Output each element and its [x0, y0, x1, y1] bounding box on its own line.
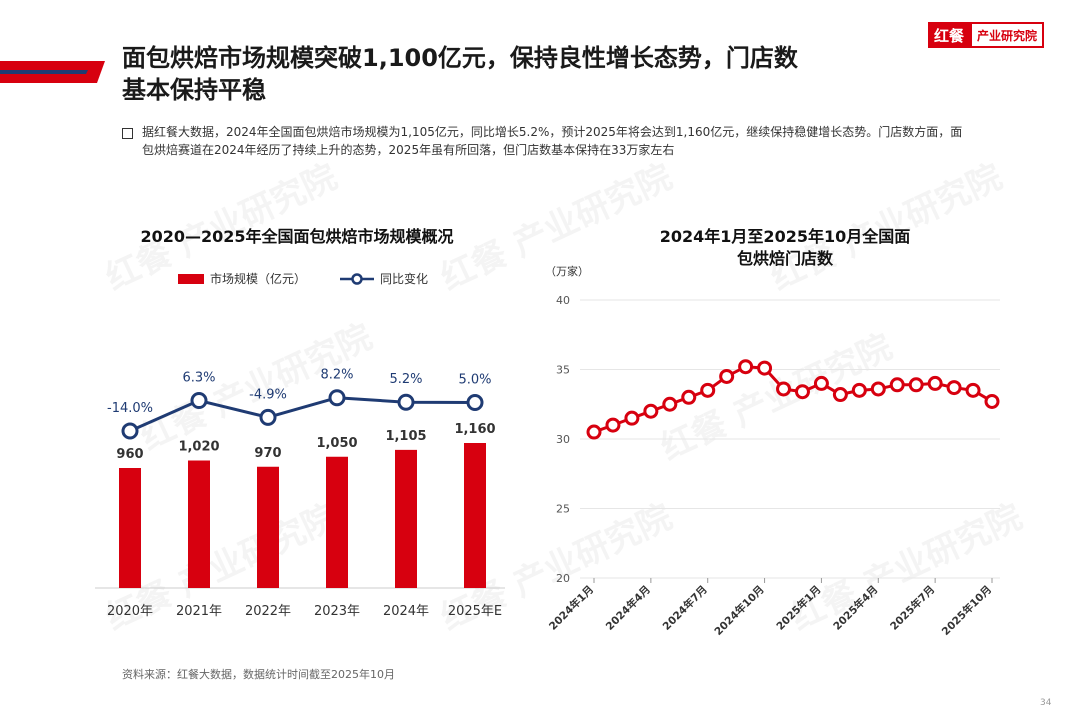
page-title-line1: 面包烘焙市场规模突破1,100亿元，保持良性增长态势，门店数: [122, 44, 798, 72]
legend-bar-swatch: [178, 273, 204, 284]
yoy-point: [328, 389, 346, 407]
x-tick-label: 2023年: [314, 604, 360, 619]
x-tick-label: 2020年: [107, 604, 153, 619]
store-count-point: [738, 359, 754, 375]
yoy-point: [397, 393, 415, 411]
chart-title-store-count-line2: 包烘焙门店数: [736, 249, 833, 268]
store-count-point: [832, 387, 848, 403]
x-tick-label: 2025年1月: [774, 583, 824, 633]
yoy-value-label: 6.3%: [182, 371, 215, 386]
bullet-square-icon: [122, 128, 133, 139]
yoy-point: [466, 394, 484, 411]
x-tick-label: 2024年1月: [546, 583, 596, 633]
store-count-point: [908, 377, 924, 393]
store-count-point: [965, 382, 981, 398]
store-count-line: [593, 365, 993, 434]
brand-logo: 红餐 产业研究院: [928, 22, 1045, 48]
bar: [188, 460, 210, 588]
y-tick-label: 25: [556, 503, 570, 516]
bar-value-label: 1,160: [454, 422, 495, 437]
bar-value-label: 970: [254, 446, 281, 461]
logo-institute-text: 产业研究院: [970, 22, 1045, 48]
y-axis-unit-label: （万家）: [545, 265, 589, 278]
store-count-point: [984, 393, 1000, 409]
page-number: 34: [1040, 698, 1052, 708]
x-tick-label: 2024年10月: [712, 583, 767, 638]
y-tick-label: 40: [556, 294, 570, 307]
store-count-point: [700, 382, 716, 398]
chart-title-market-size: 2020—2025年全国面包烘焙市场规模概况: [140, 227, 454, 246]
y-tick-label: 35: [556, 364, 570, 377]
x-tick-label: 2024年: [383, 604, 429, 619]
store-count-point: [586, 424, 602, 440]
chart-title-store-count: 2024年1月至2025年10月全国面 包烘焙门店数: [595, 226, 975, 270]
page-title-line2: 基本保持平稳: [122, 76, 266, 104]
y-tick-label: 20: [556, 572, 570, 585]
bar-value-label: 1,050: [316, 436, 357, 451]
yoy-value-label: 5.2%: [389, 372, 422, 387]
store-count-point: [813, 375, 829, 391]
bar: [395, 449, 417, 588]
store-count-point: [794, 384, 810, 400]
x-tick-label: 2025年E: [448, 604, 502, 619]
store-count-point: [605, 417, 621, 433]
store-count-point: [719, 368, 735, 384]
yoy-value-label: -4.9%: [249, 387, 287, 402]
chart-title-store-count-line1: 2024年1月至2025年10月全国面: [659, 227, 911, 246]
x-tick-label: 2025年10月: [939, 583, 994, 638]
x-tick-label: 2022年: [245, 604, 291, 619]
bar: [257, 466, 279, 588]
bar: [326, 456, 348, 588]
store-count-point: [889, 377, 905, 393]
chart-legend: 市场规模（亿元） 同比变化: [178, 270, 428, 287]
yoy-point: [190, 392, 208, 410]
legend-bar-label: 市场规模（亿元）: [210, 272, 307, 286]
store-count-point: [851, 382, 867, 398]
store-count-point: [946, 380, 962, 396]
y-tick-label: 30: [556, 433, 570, 446]
x-tick-label: 2021年: [176, 604, 222, 619]
logo-brand-text: 红餐: [928, 22, 971, 48]
bar-value-label: 1,105: [385, 429, 426, 444]
yoy-point: [259, 408, 277, 426]
market-size-chart: 960 2020年 1,020 2021年 970 2022年 1,050 2023年 1,10…: [95, 368, 505, 619]
legend-line-label: 同比变化: [380, 272, 429, 286]
watermark: 红餐 产业研究院: [764, 156, 1009, 299]
store-count-point: [776, 381, 792, 397]
store-count-point: [662, 396, 678, 412]
legend-line-swatch: [340, 272, 375, 285]
x-tick-label: 2025年4月: [831, 583, 881, 633]
store-count-point: [681, 389, 697, 405]
bar-value-label: 960: [116, 447, 143, 462]
header-stripe: [0, 61, 105, 83]
bar: [119, 468, 141, 588]
bar: [464, 443, 486, 588]
bar-value-label: 1,020: [178, 440, 219, 455]
source-note: 资料来源：红餐大数据，数据统计时间截至2025年10月: [122, 668, 395, 681]
yoy-line: [129, 396, 476, 433]
page-title: 面包烘焙市场规模突破1,100亿元，保持良性增长态势，门店数 基本保持平稳: [122, 42, 922, 106]
x-tick-label: 2024年7月: [660, 583, 710, 633]
yoy-value-label: -14.0%: [107, 401, 153, 416]
store-count-point: [870, 381, 886, 397]
x-tick-label: 2025年7月: [887, 583, 937, 633]
store-count-point: [624, 410, 640, 426]
yoy-value-label: 8.2%: [320, 368, 353, 383]
store-count-point: [757, 360, 773, 376]
yoy-value-label: 5.0%: [458, 373, 491, 388]
store-count-point: [927, 375, 943, 391]
yoy-point: [121, 422, 139, 440]
store-count-point: [643, 403, 659, 419]
intro-paragraph: 据红餐大数据，2024年全国面包烘焙市场规模为1,105亿元，同比增长5.2%，…: [142, 125, 963, 157]
x-tick-label: 2024年4月: [603, 583, 653, 633]
